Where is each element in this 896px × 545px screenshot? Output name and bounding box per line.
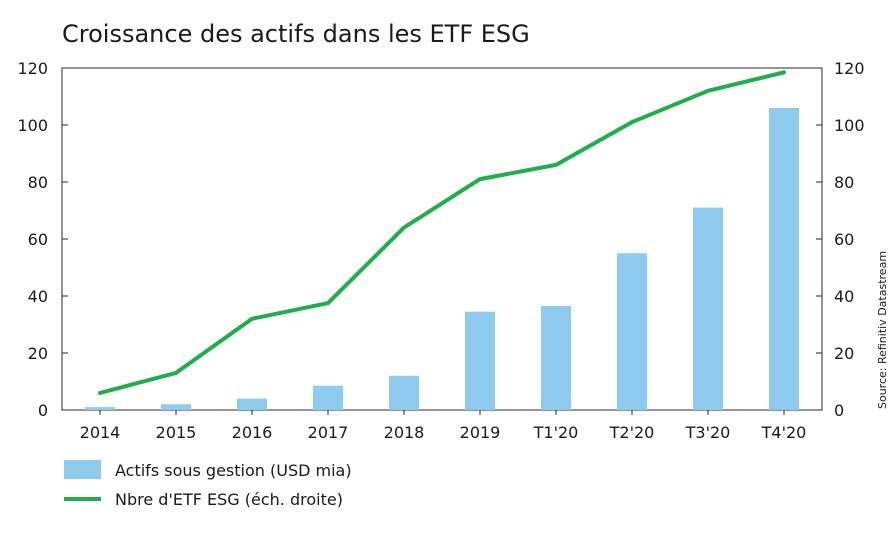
bar [769, 107, 799, 411]
legend-bar-swatch [64, 460, 101, 479]
legend-bar-label: Actifs sous gestion (USD mia) [115, 461, 352, 480]
chart-title: Croissance des actifs dans les ETF ESG [62, 20, 530, 48]
right-tick-label: 100 [834, 116, 865, 135]
bar [617, 253, 647, 410]
x-tick-label: T4'20 [761, 423, 807, 442]
left-tick-label: 100 [17, 116, 48, 135]
x-tick-label: 2014 [80, 423, 121, 442]
bar [693, 207, 723, 410]
line-series [98, 70, 786, 395]
x-tick-label: 2018 [384, 423, 425, 442]
left-tick-label: 40 [28, 287, 48, 306]
legend: Actifs sous gestion (USD mia) Nbre d'ETF… [64, 460, 352, 509]
legend-line-label: Nbre d'ETF ESG (éch. droite) [115, 490, 343, 509]
right-tick-label: 0 [834, 401, 844, 420]
left-tick-label: 80 [28, 173, 48, 192]
x-axis: 2014 2015 2016 2017 2018 2019 T1'20 T2'20 T3'20 T… [80, 410, 807, 442]
right-axis: 0 20 40 60 80 100 120 [816, 59, 865, 420]
x-tick-label: T2'20 [609, 423, 655, 442]
x-tick-label: 2015 [156, 423, 197, 442]
bar [541, 305, 571, 410]
bar [237, 398, 267, 410]
right-tick-label: 60 [834, 230, 854, 249]
left-tick-label: 60 [28, 230, 48, 249]
left-tick-label: 20 [28, 344, 48, 363]
bar [313, 385, 343, 410]
x-tick-label: 2019 [460, 423, 501, 442]
bar [85, 407, 115, 410]
x-tick-label: T1'20 [533, 423, 579, 442]
series-line [98, 70, 786, 395]
bar [389, 375, 419, 410]
x-tick-label: T3'20 [685, 423, 731, 442]
right-tick-label: 40 [834, 287, 854, 306]
left-tick-label: 120 [17, 59, 48, 78]
x-tick-label: 2017 [308, 423, 349, 442]
source-label: Source: Refinitiv Datastream [876, 251, 889, 409]
bar-series [85, 107, 799, 411]
x-tick-label: 2016 [232, 423, 273, 442]
bar [161, 404, 191, 410]
left-axis: 0 20 40 60 80 100 120 [17, 59, 68, 420]
left-tick-label: 0 [38, 401, 48, 420]
right-tick-label: 20 [834, 344, 854, 363]
right-tick-label: 120 [834, 59, 865, 78]
right-tick-label: 80 [834, 173, 854, 192]
bar [465, 311, 495, 410]
